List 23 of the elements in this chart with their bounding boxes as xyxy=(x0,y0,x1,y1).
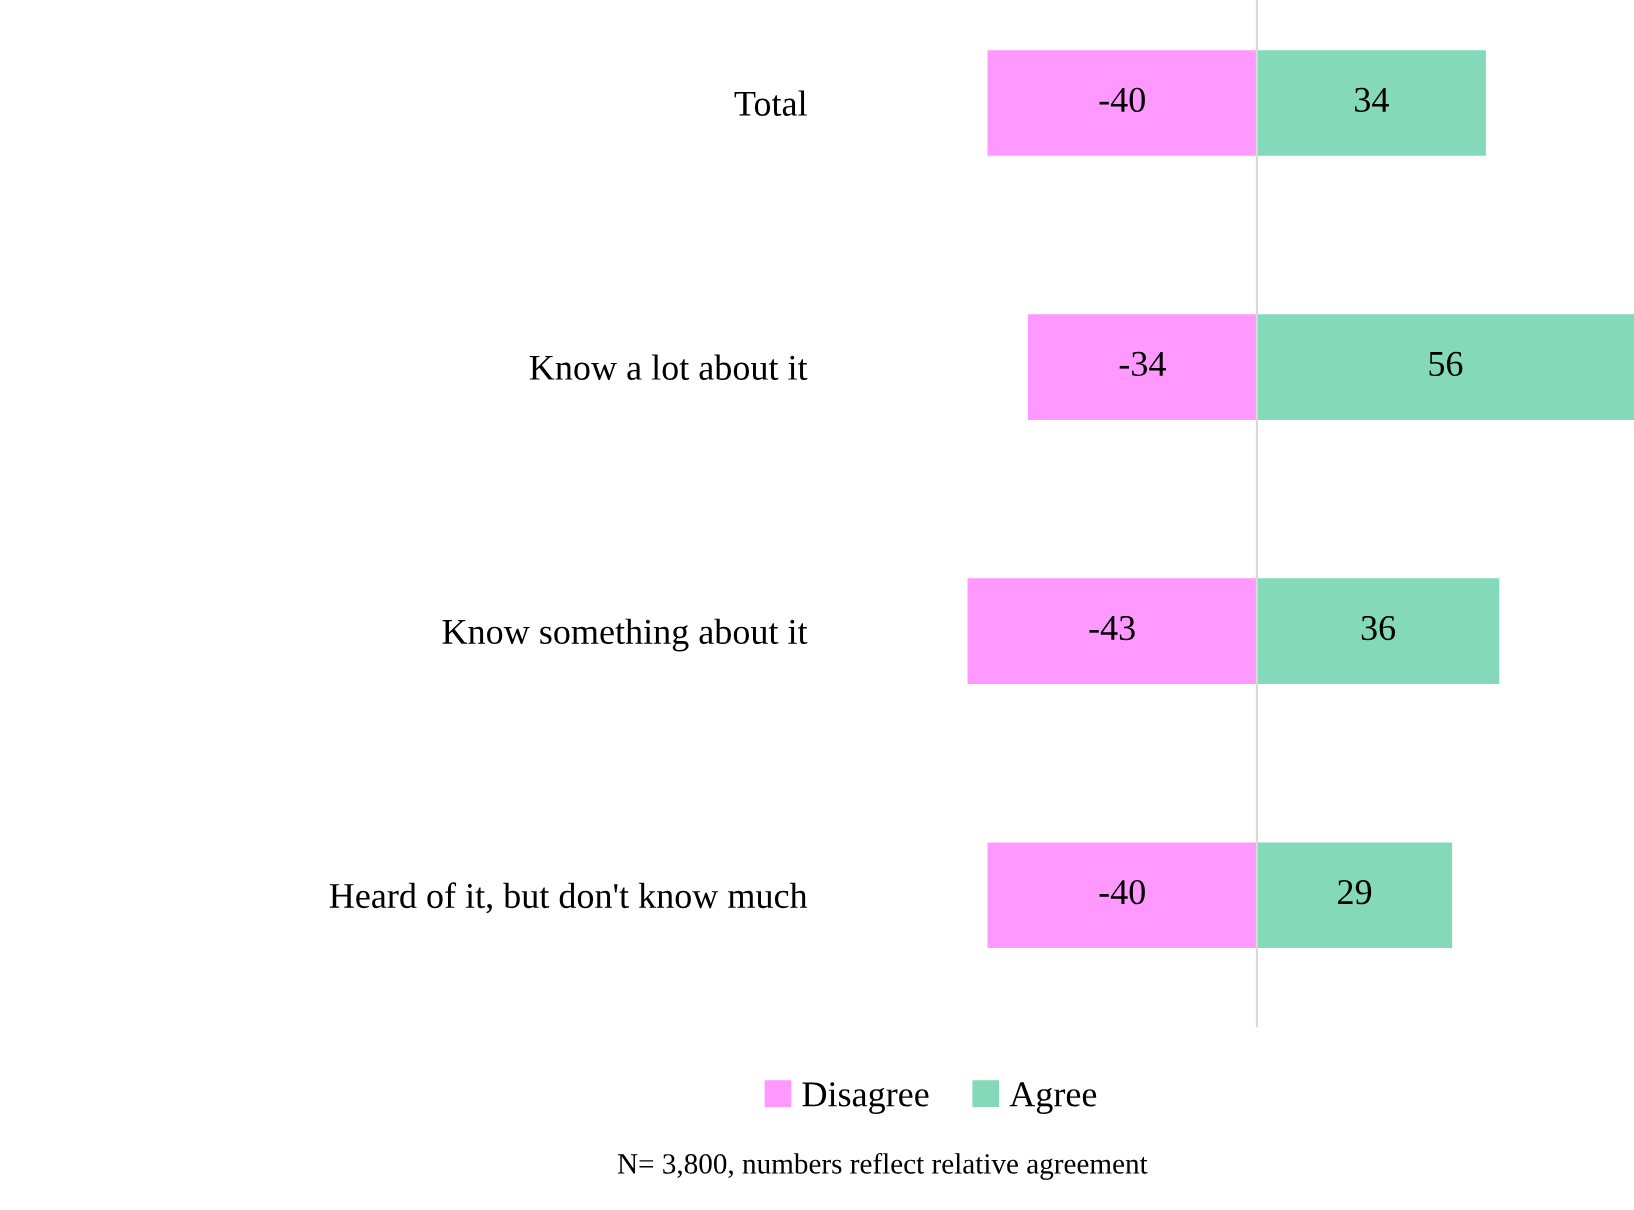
bar xyxy=(987,842,1257,949)
bar xyxy=(1256,578,1500,684)
y-tick-label: Total xyxy=(734,90,807,116)
data-label: 56 xyxy=(1429,351,1463,377)
data-label: -40 xyxy=(1099,87,1145,113)
legend-label: Agree xyxy=(1009,1082,1097,1114)
legend-label: Disagree xyxy=(802,1082,929,1114)
data-label: -40 xyxy=(1099,879,1145,905)
data-label: 36 xyxy=(1361,615,1396,641)
y-tick-label: Heard of it, but don't know much xyxy=(329,882,808,914)
y-tick-label: Know something about it xyxy=(442,618,808,652)
y-tick-label: Know a lot about it xyxy=(529,354,808,380)
bar xyxy=(1256,50,1486,156)
data-label: -43 xyxy=(1089,615,1135,641)
bar xyxy=(1256,314,1634,420)
bar xyxy=(987,50,1257,156)
text: N= 3,800, numbers reflect relative agreement xyxy=(617,1152,1148,1180)
data-label: 34 xyxy=(1355,87,1389,113)
bar xyxy=(967,578,1257,684)
data-label: 29 xyxy=(1338,880,1372,905)
bar xyxy=(1256,842,1453,949)
data-label: -34 xyxy=(1119,351,1166,377)
bar xyxy=(1027,314,1257,420)
